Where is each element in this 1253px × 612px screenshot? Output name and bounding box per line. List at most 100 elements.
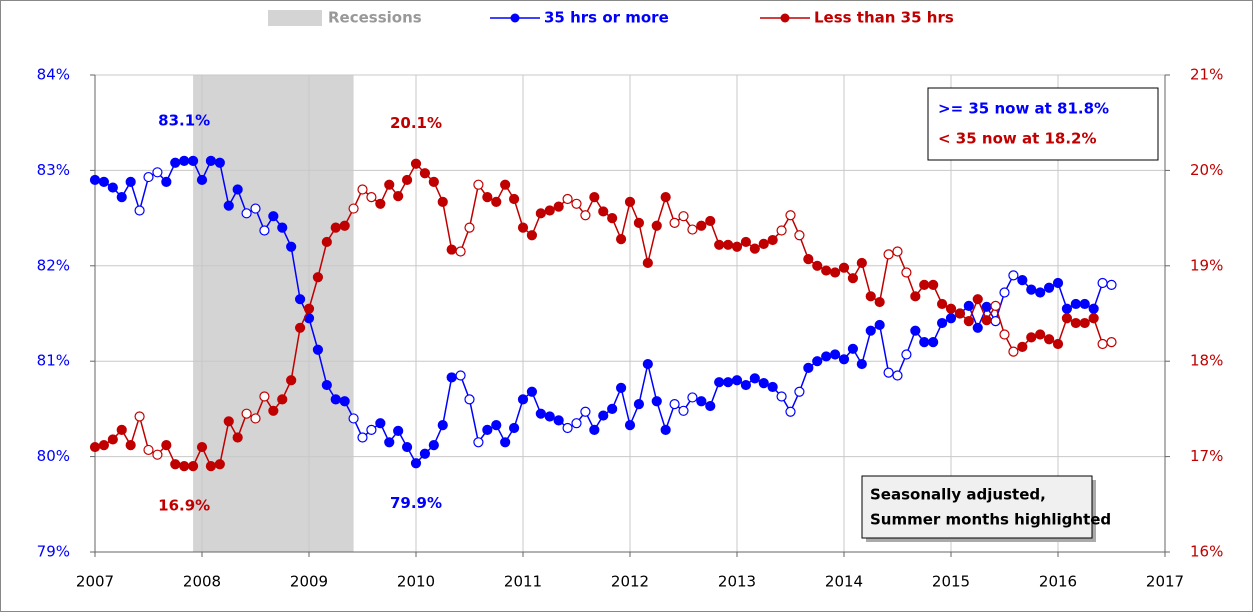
data-point [812, 356, 823, 367]
x-tick-label: 2015 [932, 573, 970, 591]
data-point [1097, 338, 1108, 350]
data-point [1026, 284, 1037, 295]
data-point [731, 241, 743, 252]
y2-tick-label: 20% [1190, 161, 1223, 179]
data-point [571, 418, 582, 429]
data-point [330, 394, 341, 405]
data-point [607, 213, 618, 224]
data-point [491, 196, 502, 207]
data-point [348, 413, 359, 424]
data-point [1017, 341, 1028, 352]
data-point [107, 434, 118, 445]
now-label: >= 35 now at 81.8% [938, 100, 1109, 118]
x-tick-label: 2010 [397, 573, 435, 591]
data-point [277, 394, 288, 405]
data-point [161, 440, 172, 451]
data-point [250, 203, 261, 214]
data-point [865, 325, 876, 336]
data-point [1035, 287, 1046, 298]
data-point [767, 381, 778, 393]
x-tick-label: 2007 [76, 573, 114, 591]
data-point [722, 377, 734, 388]
data-point [286, 375, 297, 386]
data-point [143, 444, 154, 456]
data-point [1052, 338, 1064, 350]
data-point [660, 192, 671, 203]
data-point [1106, 337, 1117, 348]
data-point [838, 262, 850, 273]
min-annotation: 79.9% [390, 494, 442, 512]
data-point [660, 424, 671, 435]
y-tick-label: 79% [37, 543, 70, 561]
data-point [508, 422, 520, 434]
data-point [232, 184, 243, 195]
data-point [829, 267, 841, 278]
data-point [214, 459, 225, 470]
data-point [847, 273, 859, 284]
legend-label: Recessions [328, 9, 422, 27]
data-point [919, 279, 930, 290]
data-point [535, 208, 546, 219]
data-point [446, 244, 457, 255]
data-point [419, 168, 431, 179]
data-point [936, 298, 948, 310]
data-point [294, 294, 306, 305]
data-point [1070, 317, 1081, 329]
data-point [794, 386, 805, 397]
data-point [767, 234, 778, 246]
data-point [393, 191, 404, 202]
data-point [856, 257, 867, 269]
y2-tick-label: 21% [1190, 66, 1223, 84]
data-point [785, 406, 796, 417]
data-point [446, 372, 457, 383]
data-point [187, 461, 199, 472]
data-point [758, 238, 769, 249]
data-point [910, 325, 921, 336]
data-point [544, 205, 555, 216]
data-point [89, 174, 101, 186]
data-point [89, 441, 101, 453]
y2-tick-label: 17% [1190, 447, 1223, 465]
max-annotation: 20.1% [390, 114, 442, 132]
data-point [883, 367, 894, 378]
data-point [1070, 298, 1081, 310]
data-point [1035, 329, 1046, 340]
data-point [241, 208, 252, 219]
data-point [1061, 303, 1073, 314]
data-point [268, 405, 279, 416]
data-point [500, 179, 511, 190]
data-point [945, 303, 957, 314]
data-point [553, 201, 564, 212]
y-tick-label: 81% [37, 352, 70, 370]
data-point [437, 196, 448, 207]
data-point [722, 239, 734, 250]
data-point [589, 424, 600, 435]
data-point [161, 176, 172, 187]
data-point [410, 158, 422, 169]
x-tick-label: 2013 [718, 573, 756, 591]
y2-tick-label: 16% [1190, 543, 1223, 561]
data-point [678, 211, 689, 222]
data-point [286, 241, 297, 252]
data-point [134, 411, 145, 422]
y-tick-label: 83% [37, 161, 70, 179]
data-point [714, 239, 725, 250]
data-point [553, 415, 564, 426]
x-tick-label: 2014 [825, 573, 863, 591]
data-point [901, 267, 912, 278]
data-point [196, 441, 208, 453]
info-box [927, 87, 1159, 161]
data-point [544, 411, 555, 422]
data-point [580, 210, 591, 221]
legend-marker [780, 13, 790, 23]
y2-tick-label: 18% [1190, 352, 1223, 370]
data-point [633, 217, 645, 228]
y2-tick-label: 19% [1190, 256, 1223, 274]
x-tick-label: 2011 [504, 573, 542, 591]
data-point [624, 420, 636, 431]
data-point [865, 291, 876, 302]
data-point [375, 418, 386, 429]
data-point [526, 386, 538, 397]
data-point [624, 196, 636, 207]
